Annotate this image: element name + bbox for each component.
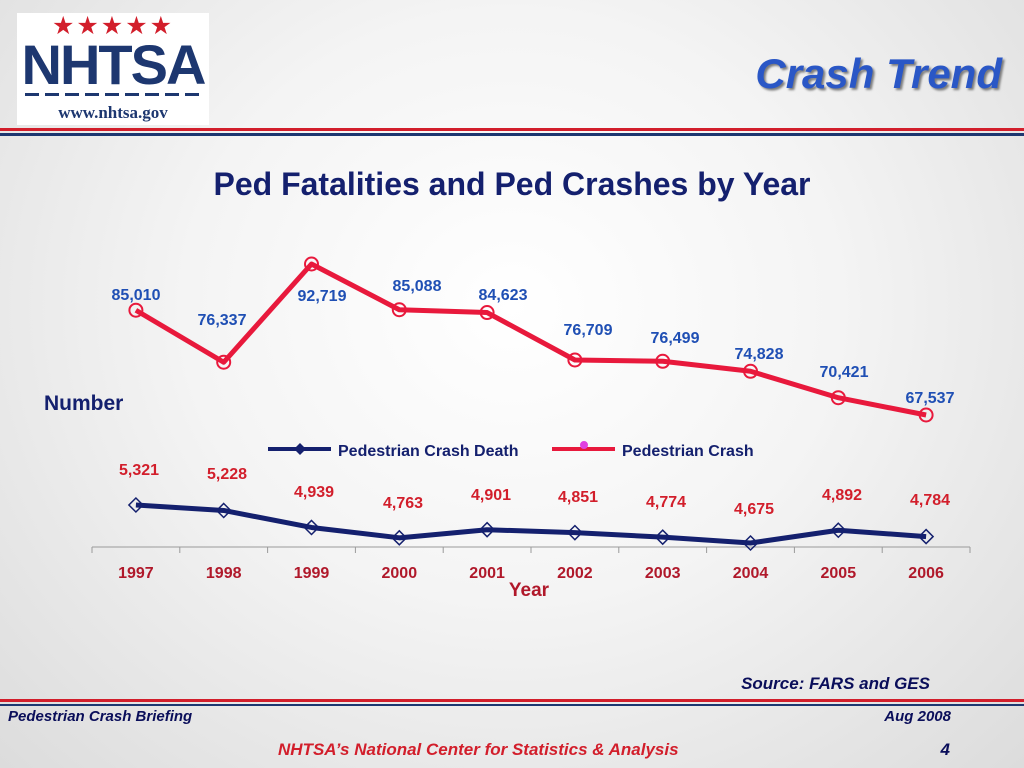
pedestrian-crash-point — [655, 353, 671, 369]
pedestrian-crash-death-point — [127, 496, 144, 514]
footer-organization: NHTSA’s National Center for Statistics &… — [278, 740, 679, 759]
pedestrian-crash-death-point — [303, 519, 320, 536]
header-divider-navy — [0, 133, 1024, 136]
pedestrian-crash-point — [479, 305, 495, 321]
pedestrian-crash-point — [128, 302, 144, 318]
pedestrian-crash-death-point — [654, 529, 671, 546]
legend-death-marker — [294, 443, 306, 455]
pedestrian-crash-death-line — [135, 502, 927, 546]
slide-title: Crash Trend — [755, 50, 1002, 97]
pedestrian-crash-death-data-label: 5,321 — [119, 462, 159, 479]
footer-briefing-title: Pedestrian Crash Briefing — [8, 708, 193, 725]
pedestrian-crash-death-point — [830, 522, 847, 539]
pedestrian-crash-data-label: 74,828 — [735, 346, 784, 363]
pedestrian-crash-death-point — [918, 528, 935, 545]
pedestrian-crash-death-point — [391, 529, 408, 546]
x-tick-label: 2006 — [908, 565, 944, 582]
pedestrian-crash-death-point — [215, 502, 232, 519]
pedestrian-crash-death-data-label: 4,851 — [558, 489, 598, 506]
x-tick-label: 2001 — [469, 565, 505, 582]
logo-url: www.nhtsa.gov — [58, 103, 168, 122]
logo-road-icon — [25, 93, 201, 96]
legend-death-label: Pedestrian Crash Death — [338, 443, 519, 460]
pedestrian-crash-death-data-label: 4,763 — [383, 495, 423, 512]
pedestrian-crash-data-label: 76,337 — [198, 312, 247, 329]
line-chart: 1997 1998 1999 2000 2001 2002 2003 2004 2005 2006… — [91, 256, 971, 582]
x-tick-label: 2000 — [382, 565, 418, 582]
pedestrian-crash-data-label: 76,499 — [651, 330, 700, 347]
pedestrian-crash-point — [304, 256, 319, 272]
pedestrian-crash-death-data-label: 4,939 — [294, 484, 334, 501]
pedestrian-crash-data-label: 85,088 — [393, 278, 442, 295]
pedestrian-crash-data-label: 70,421 — [820, 364, 869, 381]
pedestrian-crash-death-point — [742, 534, 759, 552]
pedestrian-crash-point — [216, 354, 232, 370]
legend-crash-marker — [580, 441, 588, 449]
pedestrian-crash-data-label: 85,010 — [112, 287, 161, 304]
pedestrian-crash-data-label: 84,623 — [479, 287, 528, 304]
logo-stars-icon: ★★★★★ — [51, 12, 175, 40]
pedestrian-crash-data-label: 76,709 — [564, 322, 613, 339]
pedestrian-crash-point — [743, 363, 758, 379]
pedestrian-crash-data-label: 92,719 — [298, 288, 347, 305]
pedestrian-crash-death-data-label: 5,228 — [207, 466, 247, 483]
pedestrian-crash-point — [391, 302, 407, 318]
y-axis-label: Number — [44, 392, 124, 415]
page-number: 4 — [940, 740, 950, 759]
nhtsa-logo: ★★★★★ NHTSA www.nhtsa.gov — [17, 13, 209, 125]
pedestrian-crash-death-data-label: 4,901 — [471, 487, 511, 504]
pedestrian-crash-line — [134, 261, 927, 418]
x-tick-label: 2004 — [733, 565, 769, 582]
footer-divider-navy — [0, 704, 1024, 706]
x-tick-label: 2003 — [645, 565, 681, 582]
header-divider-red — [0, 128, 1024, 131]
pedestrian-crash-death-data-label: 4,784 — [910, 492, 950, 509]
x-tick-label: 1997 — [118, 565, 154, 582]
footer-divider-red — [0, 699, 1024, 702]
pedestrian-crash-point — [830, 390, 846, 406]
x-tick-label: 1998 — [206, 565, 242, 582]
pedestrian-crash-data-label: 67,537 — [906, 390, 955, 407]
pedestrian-crash-death-point — [566, 524, 583, 541]
pedestrian-crash-point — [567, 352, 583, 368]
x-tick-label: 2002 — [557, 565, 593, 582]
source-note: Source: FARS and GES — [741, 674, 930, 693]
pedestrian-crash-death-data-label: 4,675 — [734, 501, 774, 518]
x-axis-label: Year — [508, 580, 550, 601]
footer-date: Aug 2008 — [884, 708, 951, 725]
pedestrian-crash-death-point — [479, 521, 496, 538]
chart-title: Ped Fatalities and Ped Crashes by Year — [213, 166, 811, 202]
x-tick-label: 2005 — [821, 565, 857, 582]
legend-crash-label: Pedestrian Crash — [622, 443, 754, 460]
logo-wordmark: NHTSA — [21, 33, 207, 96]
x-tick-label: 1999 — [294, 565, 330, 582]
pedestrian-crash-point — [918, 407, 934, 423]
pedestrian-crash-death-data-label: 4,774 — [646, 494, 686, 511]
pedestrian-crash-death-data-label: 4,892 — [822, 487, 862, 504]
